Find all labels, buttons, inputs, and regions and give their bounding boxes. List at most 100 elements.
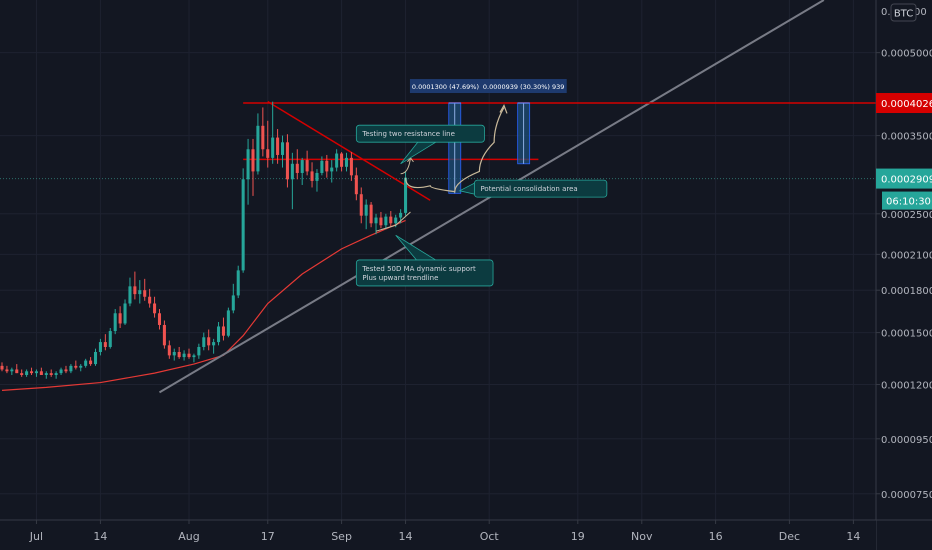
- time-tick-label: Oct: [480, 530, 500, 543]
- annotation-box: [355, 124, 485, 143]
- price-tick-label: 0.0000750: [881, 490, 932, 501]
- candle-up: [10, 369, 14, 372]
- candle-down: [266, 149, 270, 158]
- candle-up: [241, 179, 245, 271]
- candle-down: [5, 369, 9, 372]
- candle-down: [74, 365, 78, 368]
- candle-down: [276, 137, 280, 155]
- candle-up: [182, 353, 186, 358]
- time-axis-bg: [0, 520, 876, 550]
- candle-up: [59, 369, 63, 374]
- breakout-arrow: [400, 157, 411, 175]
- price-tick-label-partial-tail: 00: [914, 7, 927, 18]
- price-tick-label: 0.0002100: [881, 250, 932, 261]
- time-tick-label: Sep: [331, 530, 352, 543]
- support-arrow: [375, 211, 411, 232]
- measure-label-bg: [480, 79, 567, 94]
- candle-up: [399, 212, 403, 218]
- candle-down: [340, 153, 344, 167]
- time-tick-label: Aug: [178, 530, 199, 543]
- candle-down: [207, 337, 211, 346]
- countdown-bg: [882, 191, 932, 210]
- annotation-text-consolidation: Potential consolidation area: [480, 185, 577, 193]
- countdown-label: 06:10:30: [886, 197, 931, 208]
- candle-up: [212, 342, 216, 346]
- time-tick-label: Nov: [631, 530, 653, 543]
- btc-badge: [890, 3, 917, 22]
- candle-down: [15, 369, 19, 374]
- projection-path: [404, 107, 505, 193]
- candle-up: [364, 204, 368, 216]
- candle-down: [177, 351, 181, 358]
- candle-up: [320, 160, 324, 173]
- candle-down: [285, 142, 289, 180]
- candle-up: [84, 360, 88, 366]
- price-tick-label: 0.0000950: [881, 435, 932, 446]
- candle-up: [138, 290, 142, 295]
- candle-down: [251, 149, 255, 172]
- candle-up: [246, 149, 250, 180]
- candle-down: [103, 342, 107, 347]
- measure-label-bg: [409, 79, 500, 94]
- time-tick-label: 14: [93, 530, 107, 543]
- annotation-text-tested: Tested 50D MA dynamic support: [361, 265, 476, 273]
- candle-up: [330, 167, 334, 172]
- candle-up: [54, 373, 58, 375]
- candle-up: [231, 295, 235, 311]
- candle-up: [113, 313, 117, 332]
- annotation-text-tested: Plus upward trendline: [362, 274, 438, 282]
- candle-up: [335, 153, 339, 168]
- price-label-bg: [876, 168, 932, 189]
- candle-up: [172, 351, 176, 356]
- annotation-layer: Testing two resistance line Potential con…: [355, 124, 608, 287]
- candle-up: [394, 217, 398, 224]
- candle-up: [79, 365, 83, 368]
- price-tick-label: 0.0003500: [881, 132, 932, 143]
- candle-up: [202, 337, 206, 347]
- time-tick-label: 19: [571, 530, 585, 543]
- candle-up: [300, 160, 304, 173]
- candle-down: [39, 371, 43, 375]
- candle-down: [30, 371, 34, 374]
- candle-down: [167, 345, 171, 356]
- candle-up: [197, 346, 201, 356]
- candle-down: [89, 360, 93, 365]
- measure-label: 0.0001300 (47.69%) 1300: [412, 83, 498, 91]
- candle-up: [315, 172, 319, 181]
- candle-down: [157, 313, 162, 325]
- price-label: 0.0002909: [881, 175, 932, 186]
- resistance-descending: [267, 100, 431, 201]
- time-tick-label: 16: [709, 530, 723, 543]
- candles: [0, 101, 408, 379]
- candle-up: [217, 326, 221, 343]
- candle-down: [143, 290, 147, 297]
- candle-up: [69, 365, 73, 372]
- candle-up: [280, 142, 285, 155]
- time-tick-label: Jul: [29, 530, 43, 543]
- price-tick-label: 0.0005000: [881, 49, 932, 60]
- price-label: 0.0004026: [881, 99, 932, 110]
- projection-arrowhead: [499, 104, 508, 114]
- time-tick-label: 17: [261, 530, 275, 543]
- candle-down: [369, 204, 373, 224]
- candle-down: [295, 163, 299, 173]
- time-axis[interactable]: Jul 14 Aug 17 Sep 14 Oct 19 Nov 16 Dec 14: [0, 519, 932, 550]
- candle-down: [379, 217, 383, 226]
- price-axis[interactable]: 0.00007500.00009500.00012000.00015000.00…: [875, 0, 932, 550]
- candle-down: [133, 286, 137, 295]
- moving-average-layer: [1, 219, 406, 391]
- candle-up: [34, 371, 38, 374]
- candle-up: [236, 270, 240, 296]
- candle-up: [123, 303, 127, 324]
- candle-down: [325, 160, 329, 172]
- candle-up: [374, 217, 378, 224]
- candle-down: [118, 313, 122, 324]
- candle-down: [354, 175, 358, 195]
- candle-up: [271, 137, 275, 158]
- candle-up: [98, 342, 102, 352]
- annotation-text-testing: Testing two resistance line: [361, 130, 455, 138]
- candle-up: [93, 351, 98, 365]
- candle-up: [44, 373, 48, 375]
- annotation-box: [355, 259, 494, 287]
